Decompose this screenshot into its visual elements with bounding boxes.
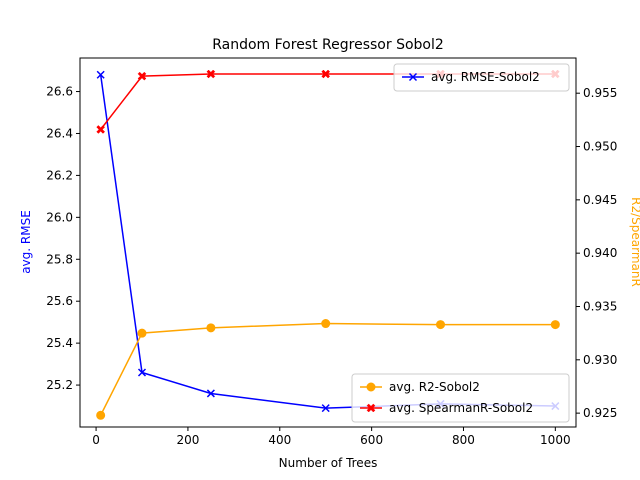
series-right-1-point: [321, 69, 331, 79]
legend-label: avg. R2-Sobol2: [389, 380, 480, 394]
x-tick-label: 0: [92, 433, 100, 447]
y-axis-left: 25.2 25.4 25.6 25.8 26.0 26.2 26.4 26.6: [46, 85, 80, 392]
series-right-1-point: [206, 69, 216, 79]
legend-label: avg. RMSE-Sobol2: [431, 70, 540, 84]
x-tick-label: 400: [268, 433, 291, 447]
series-right-1-point: [137, 71, 147, 81]
legend-lower: avg. R2-Sobol2 avg. SpearmanR-Sobol2: [351, 373, 570, 423]
y-left-tick-label: 26.4: [46, 126, 73, 140]
series-right-0-point: [206, 323, 216, 333]
series-right-0-line: [99, 322, 556, 416]
x-tick-label: 600: [360, 433, 383, 447]
y-left-tick-label: 25.6: [46, 294, 73, 308]
x-axis: 0 200 400 600 800 1000: [92, 427, 571, 447]
y-axis-left-label: avg. RMSE: [19, 210, 33, 274]
chart-title: Random Forest Regressor Sobol2: [212, 37, 444, 53]
y-right-tick-label: 0.940: [583, 246, 617, 260]
y-axis-right: 0.925 0.930 0.935 0.940 0.945 0.950 0.955: [576, 86, 617, 420]
legend-box: [393, 63, 570, 92]
series-right-0-point: [321, 319, 331, 329]
y-left-tick-label: 25.2: [46, 378, 73, 392]
y-left-tick-label: 26.6: [46, 85, 73, 99]
x-tick-label: 1000: [540, 433, 571, 447]
series-right-0-point: [550, 320, 560, 330]
series-left-0-point: [206, 389, 215, 398]
legend-marker: [408, 72, 418, 82]
y-right-tick-label: 0.935: [583, 299, 617, 313]
y-right-tick-label: 0.955: [583, 86, 617, 100]
y-left-tick-label: 26.0: [46, 210, 73, 224]
x-tick-label: 800: [452, 433, 475, 447]
series-left-0-point: [321, 404, 330, 413]
plot-area: [96, 69, 560, 420]
legend-box: [351, 373, 570, 423]
series-left-0-point: [96, 70, 105, 79]
series-left-0-line: [99, 74, 556, 409]
y-right-tick-label: 0.925: [583, 406, 617, 420]
series-right-0-point: [96, 410, 106, 420]
legend-marker: [366, 382, 376, 392]
axes-frame: [79, 57, 577, 428]
series-left-0-point: [137, 368, 147, 377]
legend-marker: [366, 403, 376, 413]
y-left-tick-label: 26.2: [46, 168, 73, 182]
legend-upper: avg. RMSE-Sobol2: [393, 63, 570, 92]
y-left-tick-label: 25.4: [46, 336, 73, 350]
legend-label: avg. SpearmanR-Sobol2: [389, 401, 533, 415]
y-right-tick-label: 0.930: [583, 353, 617, 367]
x-axis-label: Number of Trees: [279, 456, 378, 470]
series-right-0-point: [137, 328, 147, 338]
y-right-tick-label: 0.945: [583, 193, 617, 207]
y-axis-right-label: R2/SpearmanR: [629, 197, 640, 287]
series-right-1-point: [96, 125, 106, 134]
y-left-tick-label: 25.8: [46, 252, 73, 266]
series-right-0-point: [436, 320, 446, 330]
y-right-tick-label: 0.950: [583, 140, 617, 154]
x-tick-label: 200: [176, 433, 199, 447]
